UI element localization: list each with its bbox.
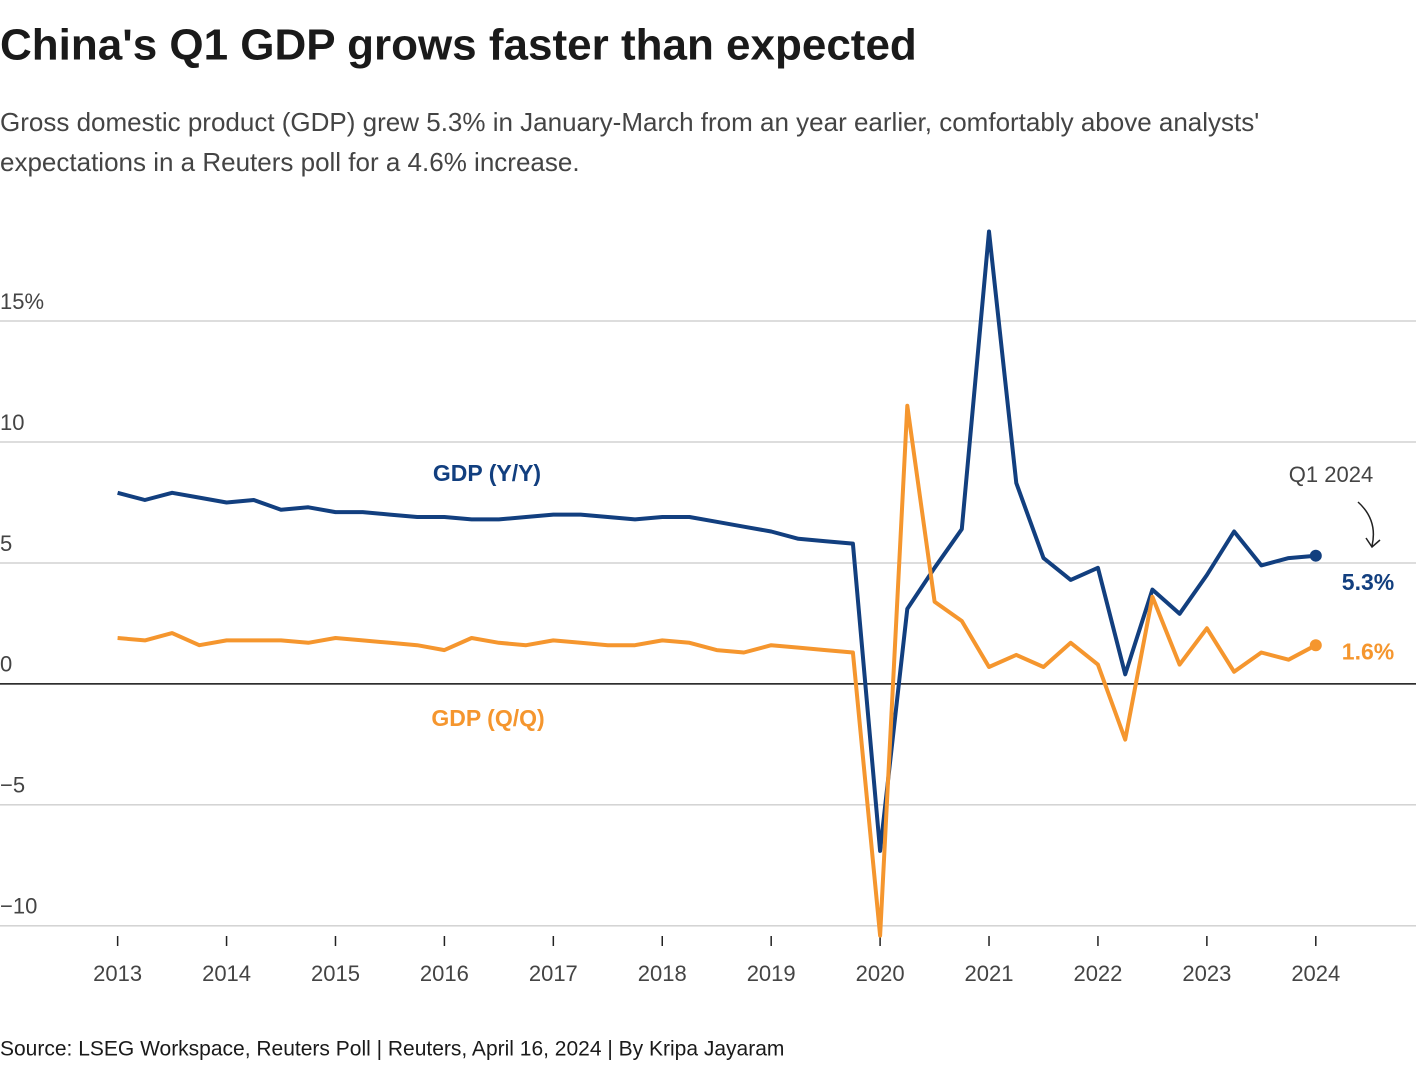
x-tick-label: 2014	[202, 961, 251, 986]
subtitle-box: Gross domestic product (GDP) grew 5.3% i…	[0, 107, 1260, 177]
chart-title: China's Q1 GDP grows faster than expecte…	[0, 21, 917, 70]
x-tick-label: 2017	[529, 961, 578, 986]
chart-subtitle: Gross domestic product (GDP) grew 5.3% i…	[0, 107, 1260, 177]
y-tick-label: −10	[0, 894, 37, 919]
x-tick-label: 2022	[1073, 961, 1122, 986]
x-tick-label: 2023	[1182, 961, 1231, 986]
x-tick-label: 2021	[965, 961, 1014, 986]
source: Source: LSEG Workspace, Reuters Poll | R…	[0, 1038, 784, 1061]
series-label: GDP (Q/Q)	[431, 705, 544, 731]
x-tick-label: 2019	[747, 961, 796, 986]
end-point	[1309, 549, 1322, 562]
x-tick-label: 2018	[638, 961, 687, 986]
y-tick-label: 0	[0, 652, 12, 677]
annotation-arrow	[1357, 501, 1381, 549]
annotation: Q1 2024	[1289, 462, 1373, 487]
line	[117, 403, 1317, 938]
value-label: 5.3%	[1342, 569, 1394, 595]
line	[117, 229, 1316, 853]
x-tick-label: 2016	[420, 961, 469, 986]
x-tick-label: 2024	[1291, 961, 1340, 986]
end-point	[1309, 639, 1322, 652]
x-tick-label: 2020	[856, 961, 905, 986]
value-label: 1.6%	[1342, 638, 1394, 664]
x-tick-label: 2013	[93, 961, 142, 986]
y-tick-label: 10	[0, 410, 24, 435]
y-tick-label: −5	[0, 773, 25, 798]
series-label: GDP (Y/Y)	[433, 460, 541, 486]
x-tick-label: 2015	[311, 961, 360, 986]
y-tick-label: 15%	[0, 289, 44, 314]
y-tick-label: 5	[0, 531, 12, 556]
